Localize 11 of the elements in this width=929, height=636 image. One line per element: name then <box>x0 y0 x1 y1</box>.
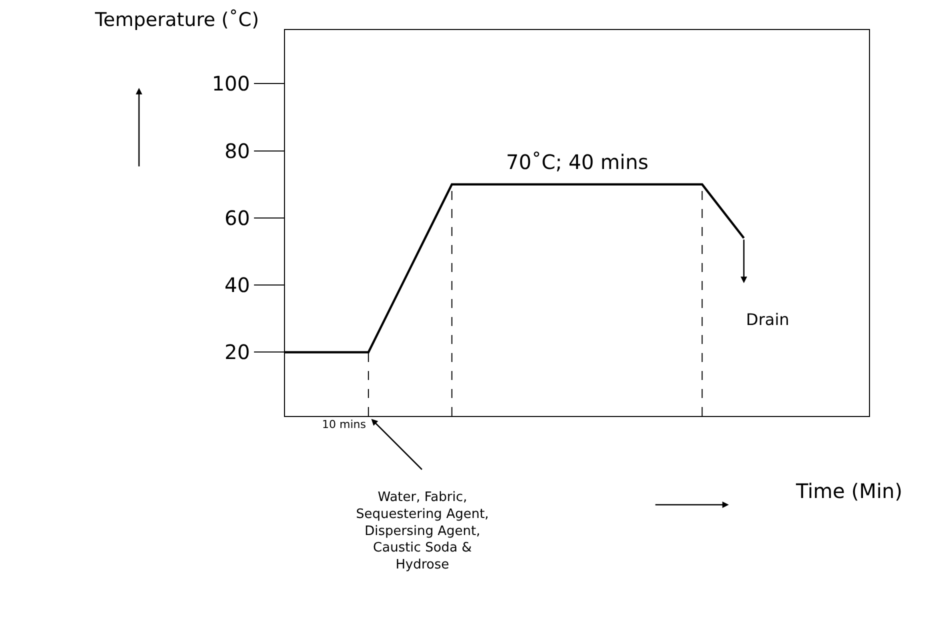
text: Water, Fabric, Sequestering Agent, Dispersing Agent, Caustic Soda & Hydrose <box>356 490 489 573</box>
annotation: Drain <box>746 310 790 329</box>
x-axis-title: Time (Min) <box>795 479 902 503</box>
y-tick-label: 20 <box>224 340 250 364</box>
y-tick-label: 80 <box>224 138 250 163</box>
text: 10 mins <box>322 418 366 431</box>
annotation: 70˚C; 40 mins <box>506 150 648 174</box>
y-axis-title: Temperature (˚C) <box>94 9 259 31</box>
y-tick-label: 40 <box>224 273 250 298</box>
y-tick-label: 60 <box>224 206 250 230</box>
y-tick-label: 100 <box>212 72 250 96</box>
